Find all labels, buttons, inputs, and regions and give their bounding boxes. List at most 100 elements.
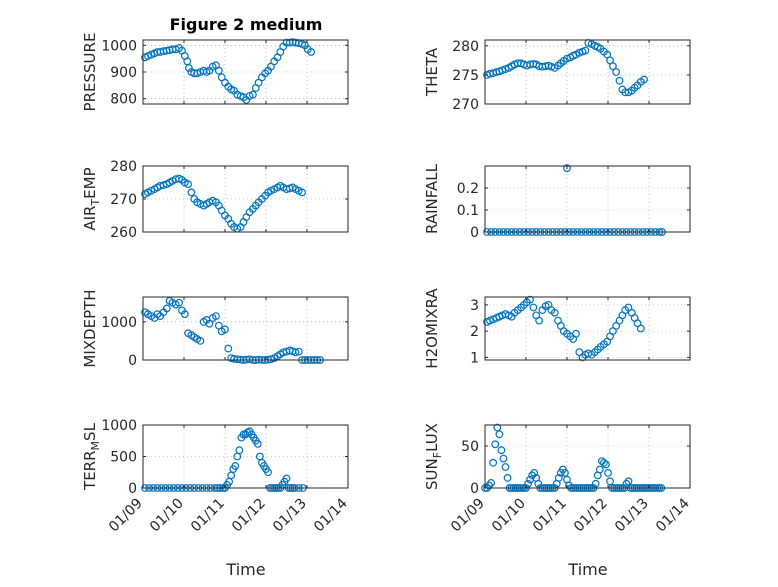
data-point xyxy=(604,468,612,477)
data-point xyxy=(285,38,294,47)
data-point xyxy=(221,325,229,334)
data-point xyxy=(615,76,624,85)
y-tick-label: 500 xyxy=(110,450,137,466)
data-point xyxy=(606,477,614,486)
data-point xyxy=(624,477,633,486)
data-point xyxy=(612,68,621,76)
data-point xyxy=(572,329,580,338)
x-tick-label: 01/11 xyxy=(188,496,228,536)
data-point xyxy=(499,454,508,463)
y-tick-label: 1 xyxy=(470,350,479,366)
y-tick-label: 0.2 xyxy=(457,181,479,197)
data-point xyxy=(205,319,214,328)
y-tick-label: 800 xyxy=(110,92,137,108)
data-point xyxy=(267,355,275,364)
y-tick-label: 270 xyxy=(110,192,137,208)
data-point xyxy=(535,316,544,325)
data-point xyxy=(636,324,645,333)
data-point xyxy=(501,65,510,73)
y-tick-label: 0 xyxy=(470,481,479,497)
y-axis-label: TERRMSL xyxy=(81,422,102,491)
data-point xyxy=(529,303,538,312)
axes-box xyxy=(484,424,691,489)
data-point xyxy=(227,471,236,480)
data-point xyxy=(487,479,496,487)
data-point xyxy=(534,479,543,488)
y-tick-label: 1000 xyxy=(101,38,137,54)
y-tick-label: 260 xyxy=(110,225,137,241)
data-point xyxy=(561,468,569,477)
data-point xyxy=(602,460,610,469)
axes-box xyxy=(484,296,691,361)
y-axis-label: H2OMIXRA xyxy=(423,288,441,369)
x-tick-label: 01/09 xyxy=(448,496,488,536)
axes-box xyxy=(484,39,691,105)
data-markers xyxy=(141,38,316,104)
data-point xyxy=(224,344,233,353)
y-tick-label: 0.1 xyxy=(457,203,479,219)
data-markers xyxy=(483,164,667,236)
data-point xyxy=(214,66,223,75)
y-axis-label: SUNFLUX xyxy=(423,423,444,490)
data-point xyxy=(524,479,532,488)
subplot-h2omixra: 1 2 3 H2OMIXRA xyxy=(423,288,691,369)
data-markers xyxy=(141,427,307,492)
data-point xyxy=(591,479,600,488)
data-point xyxy=(231,462,240,470)
y-tick-label: 0 xyxy=(128,481,137,497)
x-tick-label: 01/12 xyxy=(229,496,269,536)
data-point xyxy=(550,308,559,317)
y-tick-label: 1000 xyxy=(101,315,137,331)
axes-box xyxy=(142,296,349,361)
x-tick-label: 01/11 xyxy=(530,496,570,536)
y-tick-label: 0 xyxy=(128,353,137,369)
data-point xyxy=(162,46,171,55)
data-point xyxy=(501,463,510,471)
data-point xyxy=(282,474,291,483)
y-axis-label: MIXDEPTH xyxy=(81,289,99,367)
data-point xyxy=(609,62,617,71)
y-tick-label: 3 xyxy=(470,298,479,314)
y-tick-label: 270 xyxy=(452,97,479,113)
x-tick-label: 01/10 xyxy=(147,496,187,536)
subplot-sun-flux: 0 50 01/09 01/10 01/11 01/12 01/13 01/14 SUNFLUX xyxy=(423,423,693,535)
data-point xyxy=(248,90,257,99)
subplot-rainfall: 0 0.1 0.2 RAINFALL xyxy=(423,163,691,241)
y-tick-label: 2 xyxy=(470,324,479,340)
data-point xyxy=(291,348,300,357)
data-point xyxy=(581,46,590,55)
x-tick-label: 01/10 xyxy=(489,496,529,536)
data-point xyxy=(253,440,262,448)
x-axis-label-right: Time xyxy=(567,560,607,579)
data-point xyxy=(187,188,196,197)
x-tick-label: 01/14 xyxy=(311,495,351,535)
data-point xyxy=(298,188,306,197)
x-axis-label-left: Time xyxy=(225,560,265,579)
y-tick-label: 280 xyxy=(110,159,137,175)
data-point xyxy=(493,423,502,432)
y-tick-label: 0 xyxy=(470,225,479,241)
data-point xyxy=(497,446,506,455)
y-tick-label: 280 xyxy=(452,39,479,55)
y-tick-label: 1000 xyxy=(101,418,137,434)
data-point xyxy=(595,465,604,474)
data-markers xyxy=(481,423,666,492)
data-point xyxy=(489,458,498,467)
y-axis-label: RAINFALL xyxy=(423,163,441,234)
y-axis-label: THETA xyxy=(423,47,441,97)
figure-title: Figure 2 medium xyxy=(170,15,323,34)
subplot-theta: 270 275 280 THETA xyxy=(423,39,691,113)
data-point xyxy=(264,468,272,477)
data-markers xyxy=(483,295,645,362)
data-point xyxy=(180,310,189,319)
data-markers xyxy=(141,296,325,364)
data-markers xyxy=(483,39,648,97)
data-point xyxy=(530,468,539,477)
x-tick-label: 01/12 xyxy=(571,496,611,536)
data-point xyxy=(563,164,571,173)
data-point xyxy=(235,446,244,455)
data-point xyxy=(307,48,316,56)
y-tick-label: 50 xyxy=(461,439,479,455)
